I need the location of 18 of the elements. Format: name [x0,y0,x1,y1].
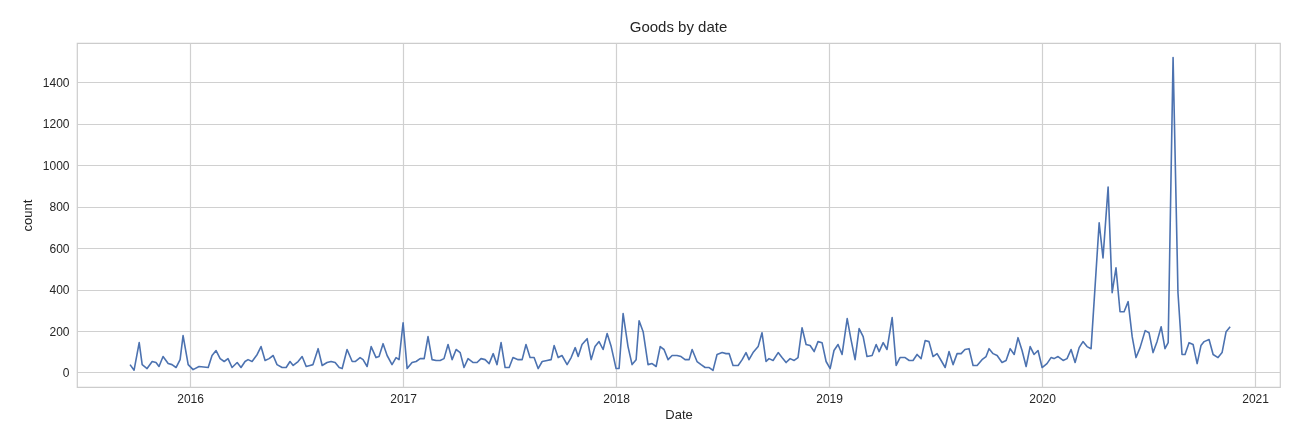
x-tick-label: 2019 [816,391,844,406]
x-axis-title: Date [665,406,693,422]
x-tick-label: 2021 [1242,391,1270,406]
y-tick-label: 200 [49,324,70,339]
y-axis-title: count [19,199,35,232]
y-tick-label: 0 [62,365,70,380]
x-tick-label: 2018 [603,391,631,406]
y-tick-label: 1400 [42,75,70,90]
x-tick-label: 2016 [177,391,205,406]
y-tick-label: 1200 [42,117,70,132]
x-tick-label: 2020 [1029,391,1057,406]
y-tick-label: 600 [49,241,70,256]
x-tick-label: 2017 [390,391,418,406]
y-tick-label: 400 [49,283,70,298]
chart-title: Goods by date [629,18,728,35]
y-tick-label: 1000 [42,158,70,173]
y-tick-label: 800 [49,200,70,215]
line-series [129,56,1231,372]
